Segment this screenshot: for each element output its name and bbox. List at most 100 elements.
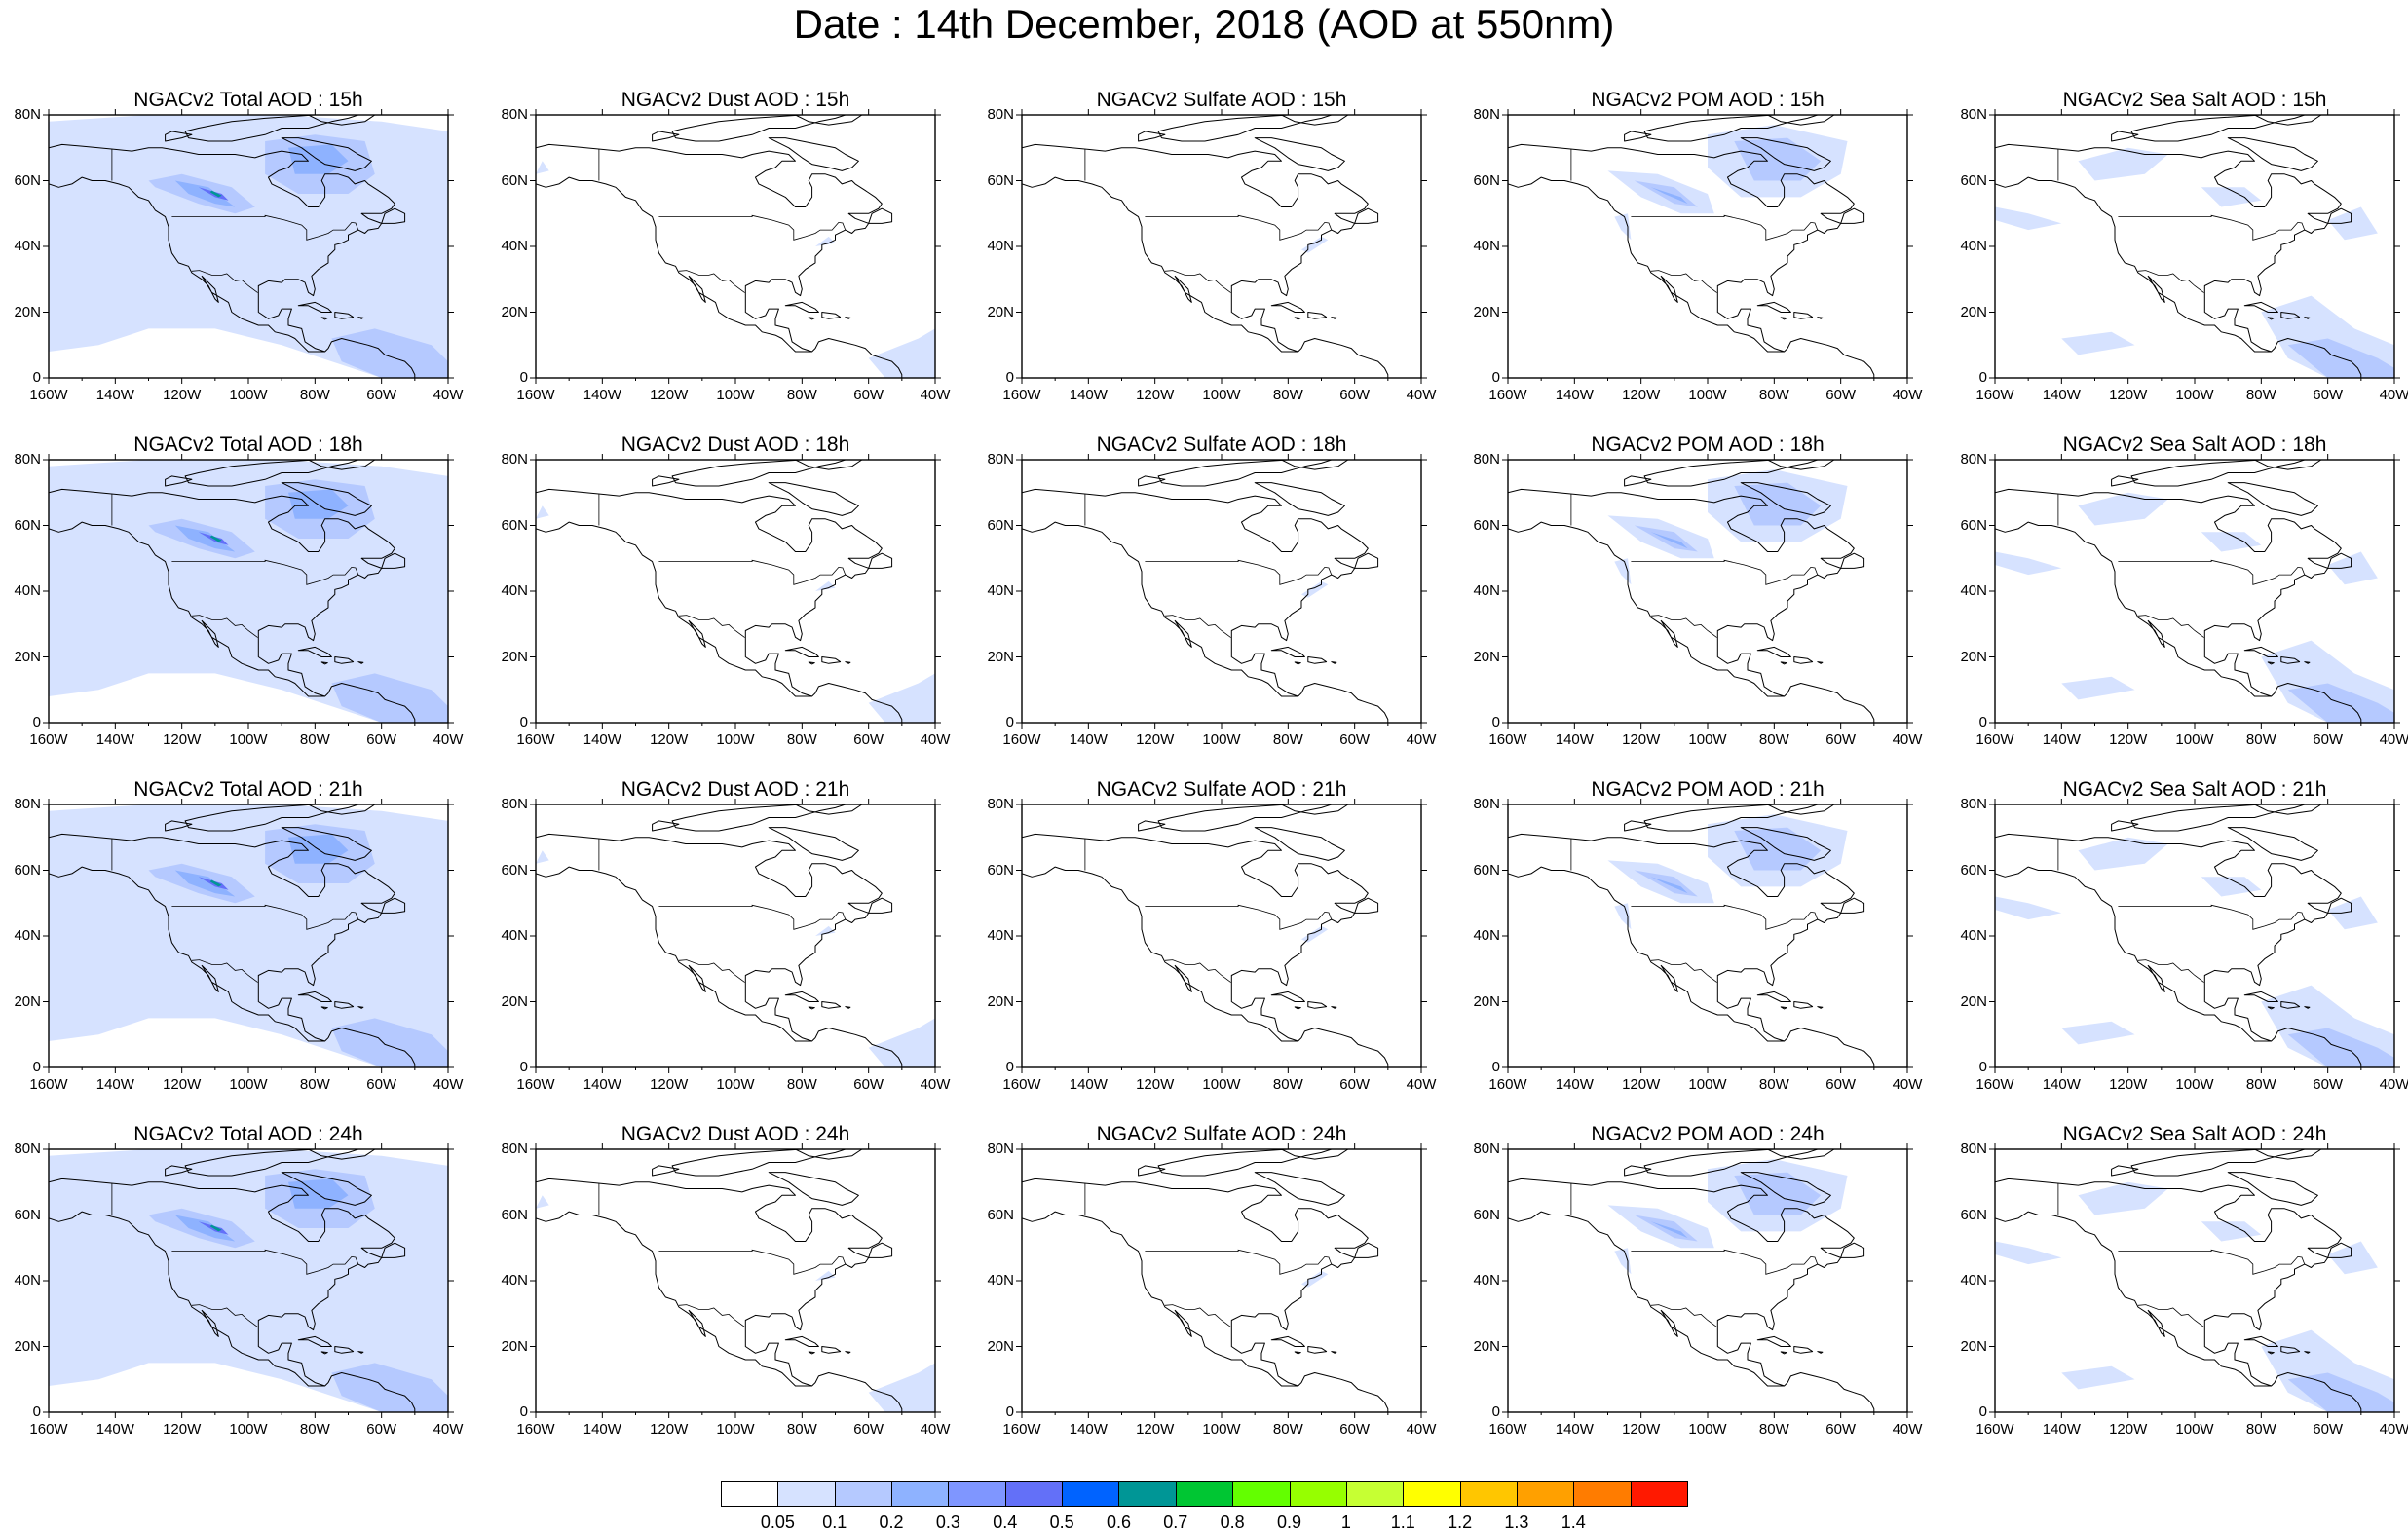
longitude-tick-label: 140W (583, 731, 621, 748)
panel-title: NGACv2 Sea Salt AOD : 18h (2062, 433, 2327, 456)
country-border (171, 1249, 359, 1275)
island-outline (1270, 646, 1305, 657)
country-border (1145, 904, 1333, 930)
island-outline (845, 1351, 851, 1354)
map-plot (1989, 1143, 2400, 1418)
longitude-tick-label: 140W (95, 731, 134, 748)
aod-shading (815, 236, 836, 246)
country-border (678, 1304, 745, 1327)
colorbar-label: 0.1 (822, 1513, 847, 1532)
aod-shading (536, 161, 549, 174)
latitude-tick-label: 80N (1960, 1140, 1987, 1157)
island-outline (652, 131, 680, 142)
coastline (49, 1178, 395, 1387)
longitude-tick-label: 60W (1339, 387, 1371, 403)
aod-shading (2061, 1021, 2135, 1045)
longitude-tick-label: 40W (1406, 1421, 1437, 1438)
latitude-tick-label: 40N (501, 927, 528, 944)
longitude-tick-label: 80W (2245, 387, 2276, 403)
latitude-tick-label: 40N (14, 238, 41, 254)
longitude-tick-label: 120W (1136, 1421, 1175, 1438)
latitude-tick-label: 40N (501, 1272, 528, 1289)
island-outline (784, 1335, 819, 1347)
longitude-tick-label: 120W (2109, 387, 2148, 403)
coastline (1022, 521, 1389, 723)
longitude-tick-label: 160W (516, 731, 555, 748)
longitude-tick-label: 80W (299, 387, 330, 403)
aod-shading (2061, 676, 2135, 700)
aod-shading (174, 1215, 236, 1242)
latitude-tick-label: 60N (14, 861, 41, 879)
island-outline (2304, 661, 2311, 664)
aod-shading (868, 1363, 935, 1412)
island-outline (1780, 317, 1787, 320)
map-panel: NGACv2 Dust AOD : 21h 80N 60N 40N 20N 0 160W 14… (495, 777, 982, 1122)
latitude-tick-label: 60N (1473, 861, 1500, 879)
longitude-tick-label: 160W (1975, 1421, 2014, 1438)
country-border (678, 615, 745, 638)
island-outline (1624, 1165, 1652, 1177)
island-outline (1740, 1172, 1831, 1206)
colorbar-label: 0.4 (993, 1513, 1018, 1532)
island-outline (784, 991, 819, 1002)
island-outline (2111, 1165, 2139, 1177)
colorbar-cell (1630, 1481, 1688, 1507)
country-border (2137, 615, 2204, 638)
colorbar-label: 0.9 (1277, 1513, 1302, 1532)
island-outline (2111, 820, 2139, 832)
island-outline (1294, 661, 1301, 665)
colorbar-cell (1403, 1481, 1461, 1507)
island-outline (1840, 552, 1865, 569)
island-outline (2267, 317, 2275, 320)
longitude-tick-label: 100W (229, 731, 268, 748)
coastline (1508, 1211, 1875, 1412)
island-outline (1331, 317, 1337, 319)
latitude-tick-label: 40N (987, 1272, 1014, 1289)
island-outline (2280, 1001, 2301, 1009)
latitude-tick-label: 0 (1978, 369, 1987, 386)
latitude-tick-label: 80N (1960, 106, 1987, 123)
island-outline (1624, 475, 1652, 487)
map-plot (43, 454, 454, 729)
latitude-tick-label: 20N (14, 648, 41, 665)
map-plot (1016, 799, 1427, 1073)
latitude-tick-label: 0 (519, 1059, 528, 1075)
colorbar-label: 1.2 (1448, 1513, 1473, 1532)
country-border (191, 615, 258, 638)
colorbar-label: 0.8 (1220, 1513, 1245, 1532)
island-outline (281, 137, 372, 171)
country-border (1145, 1249, 1333, 1275)
island-outline (768, 482, 859, 516)
coastline (1995, 521, 2362, 723)
longitude-tick-label: 100W (716, 1076, 755, 1093)
island-outline (1331, 661, 1337, 664)
latitude-tick-label: 20N (501, 303, 528, 320)
colorbar-cell (948, 1481, 1006, 1507)
latitude-tick-label: 80N (501, 451, 528, 467)
longitude-tick-label: 140W (1555, 1421, 1594, 1438)
map-frame (535, 114, 936, 379)
island-outline (1756, 1335, 1791, 1347)
country-border (2118, 559, 2306, 585)
island-outline (2111, 475, 2139, 487)
latitude-tick-label: 40N (987, 582, 1014, 599)
island-outline (2267, 1006, 2275, 1010)
latitude-tick-label: 20N (1960, 303, 1987, 320)
map-panel: NGACv2 Sulfate AOD : 15h 80N 60N 40N 20N 0 160… (981, 88, 1468, 432)
latitude-tick-label: 0 (32, 369, 41, 386)
aod-shading (1650, 532, 1688, 549)
longitude-tick-label: 100W (716, 1421, 755, 1438)
island-outline (808, 1006, 815, 1010)
longitude-tick-label: 160W (1002, 1076, 1041, 1093)
colorbar-label: 1.1 (1390, 1513, 1415, 1532)
latitude-tick-label: 80N (14, 796, 41, 812)
country-border (1164, 270, 1231, 293)
island-outline (1643, 460, 1819, 487)
longitude-tick-label: 160W (1002, 731, 1041, 748)
longitude-tick-label: 80W (1272, 731, 1303, 748)
coastline (1995, 1211, 2362, 1412)
country-border (2137, 270, 2204, 293)
longitude-tick-label: 80W (1758, 1421, 1789, 1438)
coastline (49, 1211, 416, 1412)
latitude-tick-label: 40N (987, 238, 1014, 254)
